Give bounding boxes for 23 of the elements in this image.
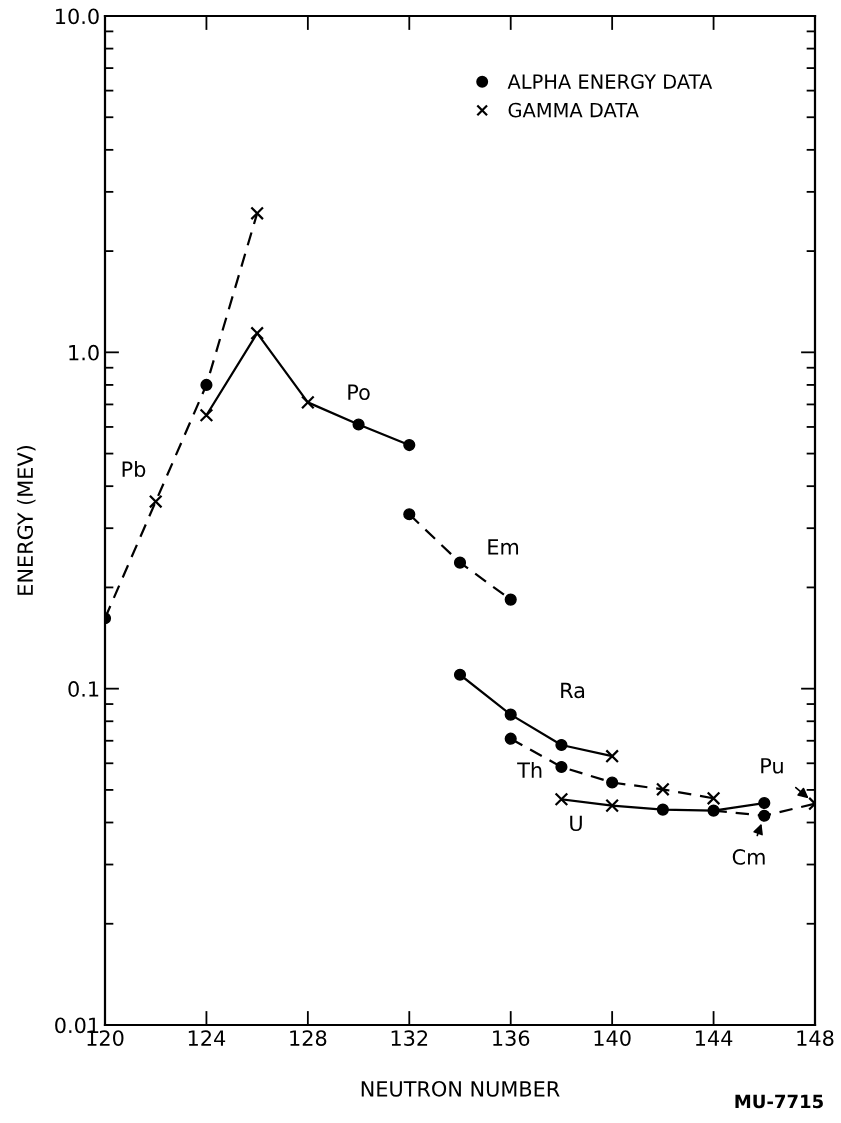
annotation: Em (488, 539, 519, 555)
annotation: Ra (561, 682, 585, 699)
annotation: Pu (761, 758, 783, 774)
y-tick-label: 1.0 (69, 344, 99, 361)
y-tick-label: 10.0 (56, 8, 99, 25)
legend-label: ALPHA ENERGY DATA (507, 74, 713, 89)
annotation: Th (517, 761, 542, 778)
x-tick-label: 136 (493, 1030, 530, 1046)
x-tick-label: 144 (695, 1030, 733, 1046)
x-tick-label: 124 (188, 1030, 226, 1046)
x-tick-label: 128 (290, 1030, 327, 1046)
text: MU-7715 (735, 1094, 823, 1109)
x-tick-label: 140 (594, 1030, 631, 1046)
x-tick-label: 148 (797, 1030, 834, 1046)
annotation: Po (348, 384, 370, 401)
y-tick-label: 0.1 (68, 681, 99, 697)
x-axis-title: NEUTRON NUMBER (361, 1080, 560, 1097)
x-tick-label: 132 (391, 1030, 428, 1046)
annotation: Cm (732, 849, 765, 865)
y-axis-title: ENERGY (MEV) (16, 446, 36, 595)
annotation: Pb (122, 460, 146, 478)
annotation: U (570, 815, 582, 832)
legend-label: GAMMA DATA (508, 102, 639, 118)
